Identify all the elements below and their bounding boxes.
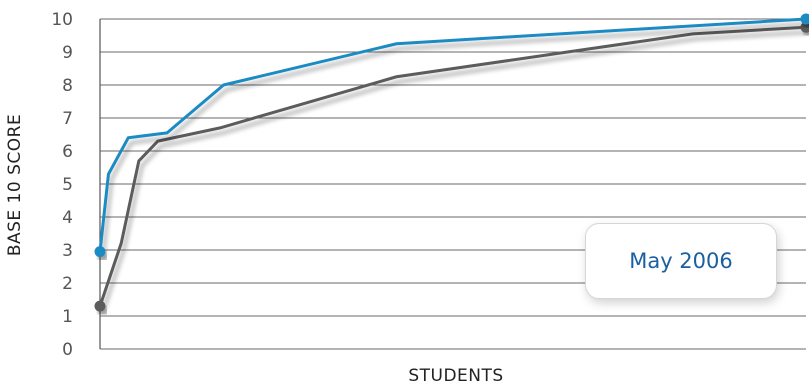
series-1-endpoint-start <box>94 300 106 312</box>
annotation-text: May 2006 <box>629 249 733 273</box>
series-0-endpoint-start <box>94 246 106 258</box>
series-0-endpoint-end <box>800 13 809 25</box>
y-tick-label-8: 8 <box>62 76 73 96</box>
y-tick-label-0: 0 <box>62 340 73 360</box>
y-tick-label-1: 1 <box>62 307 73 327</box>
series-line-1 <box>98 25 807 307</box>
y-tick-label-10: 10 <box>51 10 73 30</box>
gridlines <box>100 18 806 350</box>
y-tick-label-3: 3 <box>62 241 73 261</box>
y-tick-label-2: 2 <box>62 274 73 294</box>
y-tick-labels: 0 1 2 3 4 5 6 7 8 9 10 <box>51 10 73 360</box>
y-tick-label-7: 7 <box>62 109 73 129</box>
y-axis-label: BASE 10 SCORE <box>5 114 25 256</box>
annotation-box: May 2006 <box>585 223 777 299</box>
series-layer <box>94 13 809 312</box>
y-tick-label-4: 4 <box>62 208 73 228</box>
x-axis-label: STUDENTS <box>408 366 503 383</box>
series-line-0 <box>98 17 807 252</box>
y-tick-label-5: 5 <box>62 175 73 195</box>
y-tick-label-9: 9 <box>62 43 73 63</box>
series-1-endpoint-end <box>800 21 809 33</box>
y-tick-label-6: 6 <box>62 142 73 162</box>
